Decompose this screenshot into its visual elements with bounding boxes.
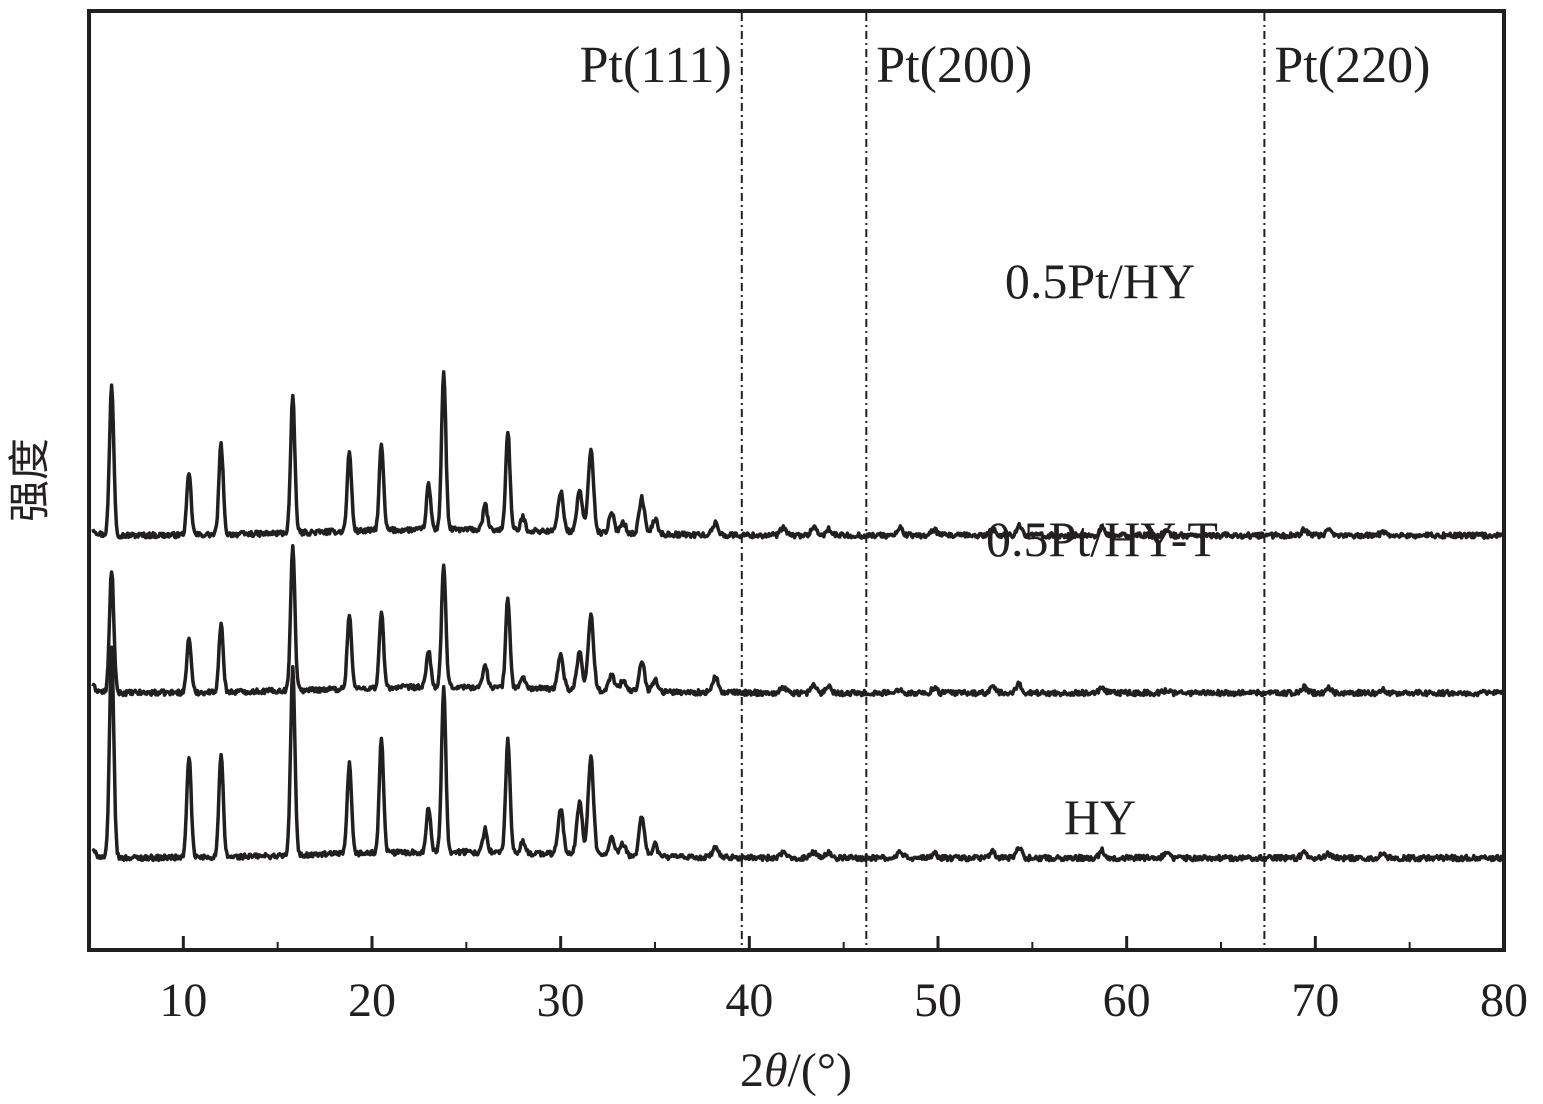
y-axis-label: 强度	[5, 438, 54, 522]
x-axis-label-suffix: /(°)	[788, 1044, 853, 1097]
x-tick-label: 40	[725, 974, 773, 1027]
x-tick-label: 30	[537, 974, 585, 1027]
series-label-0-5pt-hy-t: 0.5Pt/HY-T	[986, 511, 1218, 567]
x-axis-label-theta: θ	[764, 1044, 788, 1097]
series-label-hy: HY	[1064, 789, 1136, 845]
series-labels: 0.5Pt/HY 0.5Pt/HY-T HY	[986, 253, 1218, 845]
reference-line-label: Pt(200)	[876, 37, 1032, 94]
reference-line-label: Pt(111)	[580, 37, 732, 94]
x-tick-label: 10	[159, 974, 207, 1027]
reference-line-label: Pt(220)	[1274, 37, 1430, 94]
x-tick-label: 50	[914, 974, 962, 1027]
series-line-0-5pt-hy-t	[91, 544, 1504, 698]
x-tick-label: 60	[1103, 974, 1151, 1027]
x-axis-label: 2θ/(°)	[740, 1044, 852, 1097]
series-layer	[91, 370, 1504, 863]
series-line-0-5pt-hy	[91, 370, 1503, 540]
x-axis: 10 20 30 40 50 60 70 80	[159, 936, 1528, 1027]
plot-frame	[87, 9, 1506, 952]
reference-lines: Pt(111) Pt(200) Pt(220)	[580, 13, 1430, 948]
x-axis-label-prefix: 2	[740, 1044, 764, 1097]
series-label-0-5pt-hy: 0.5Pt/HY	[1005, 253, 1195, 309]
x-tick-label: 70	[1291, 974, 1339, 1027]
x-tick-label: 20	[348, 974, 396, 1027]
series-line-hy	[91, 645, 1504, 863]
x-tick-label: 80	[1480, 974, 1528, 1027]
